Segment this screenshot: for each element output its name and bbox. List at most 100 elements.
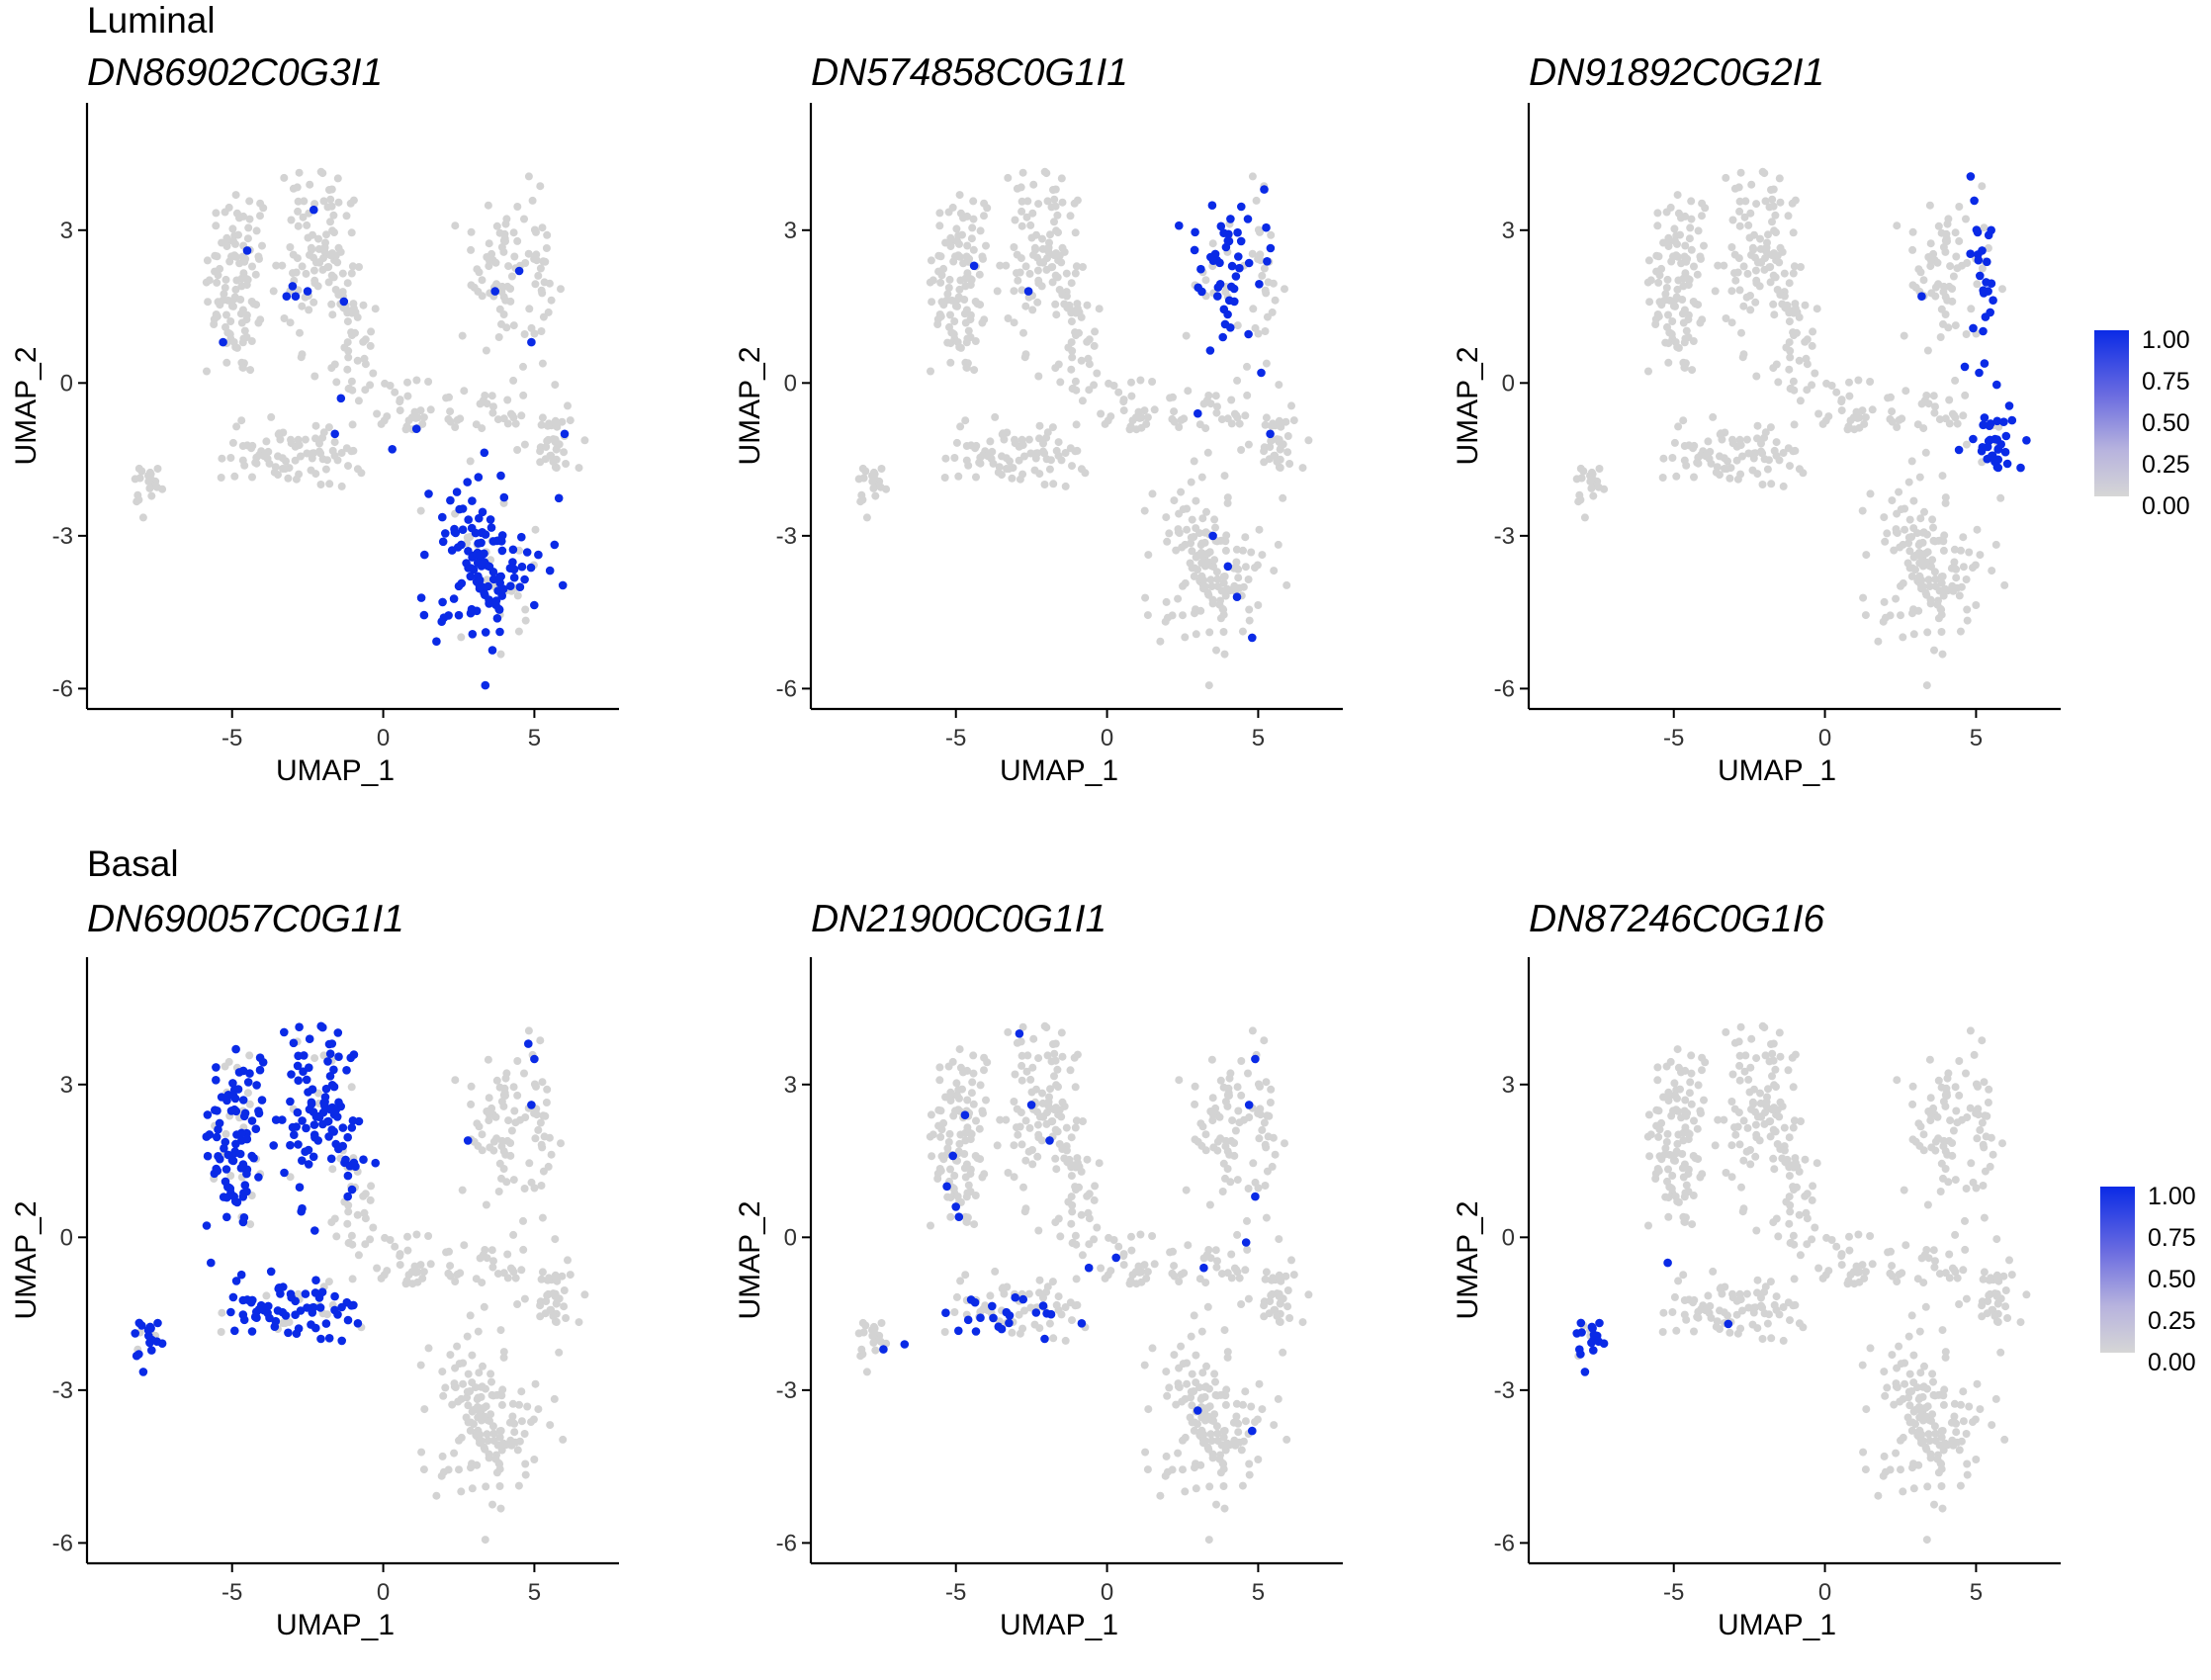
cell-point [1179, 1360, 1188, 1369]
cell-point-high [348, 1116, 358, 1125]
cell-point [1753, 1288, 1761, 1297]
cell-point [517, 1387, 526, 1396]
cell-point [537, 1275, 546, 1283]
cell-point [1274, 540, 1282, 549]
cell-point [267, 412, 276, 421]
cell-point-high [343, 1315, 353, 1325]
cell-point [1190, 1311, 1198, 1320]
cell-point [1127, 1232, 1135, 1241]
cell-point [1943, 1074, 1952, 1083]
cell-point [1210, 515, 1219, 524]
cell-point [1940, 1385, 1949, 1394]
cell-point [1156, 637, 1165, 646]
cell-point [481, 1246, 489, 1254]
cell-point [411, 1268, 420, 1277]
cell-point [510, 1419, 519, 1428]
cell-point [1589, 491, 1598, 500]
cell-point [503, 1250, 512, 1259]
cell-point [1918, 538, 1927, 547]
cell-point [1208, 599, 1217, 608]
cell-point [1934, 1076, 1943, 1085]
cell-point [1178, 543, 1187, 552]
cell-point [1962, 1069, 1970, 1078]
cell-point [1753, 1112, 1762, 1121]
cell-point [489, 402, 497, 411]
cell-point [1904, 1332, 1913, 1341]
cell-point [1241, 533, 1250, 542]
cell-point [1227, 396, 1236, 404]
cell-point [1263, 312, 1272, 321]
cell-point [941, 238, 950, 247]
cell-point [566, 1271, 575, 1280]
cell-point [1269, 1274, 1278, 1282]
cell-point [1260, 1118, 1269, 1127]
cell-point [1978, 1118, 1987, 1127]
cell-point [1888, 407, 1897, 416]
cell-point [1162, 513, 1171, 522]
cell-point [1955, 1057, 1964, 1065]
cell-point [564, 401, 572, 410]
cell-point [1644, 367, 1652, 376]
y-axis-title: UMAP_2 [734, 1200, 766, 1319]
cell-point [1126, 422, 1135, 431]
cell-point [1645, 1152, 1654, 1161]
cell-point-high [302, 1075, 311, 1085]
cell-point [1196, 1119, 1205, 1128]
cell-point [504, 1116, 513, 1125]
cell-point [234, 230, 242, 239]
cell-point [1738, 1306, 1746, 1315]
cell-point [1048, 423, 1057, 432]
cell-point [1260, 1312, 1269, 1321]
cell-point [1808, 341, 1816, 350]
cell-point [1951, 228, 1960, 237]
cell-point [1187, 533, 1195, 542]
cell-point [1233, 321, 1242, 330]
cell-point [871, 1346, 880, 1355]
x-axis-title: UMAP_1 [1718, 754, 1836, 787]
cell-point-high [1026, 1101, 1036, 1109]
cell-point [1200, 1392, 1209, 1401]
cell-point [1950, 1399, 1959, 1408]
cell-point [1050, 218, 1058, 226]
cell-point [1852, 407, 1861, 416]
cell-point [998, 1284, 1007, 1293]
cell-point [1827, 1236, 1836, 1244]
y-tick-label: -6 [1494, 1530, 1515, 1556]
cell-point [319, 428, 328, 437]
cell-point [542, 1297, 551, 1305]
cell-point [525, 305, 534, 313]
cell-point [1166, 394, 1175, 402]
cell-point [354, 1251, 363, 1260]
cell-point [1899, 1433, 1907, 1442]
cell-point [1924, 399, 1933, 408]
cell-point [416, 506, 425, 515]
cell-point [1751, 266, 1760, 275]
cell-point [147, 491, 156, 500]
cell-point [369, 1223, 378, 1232]
cell-point [1234, 574, 1243, 582]
cell-point [1035, 1276, 1044, 1284]
cell-point [1187, 1387, 1195, 1396]
cell-point [1669, 1156, 1678, 1165]
cell-point [1736, 1022, 1745, 1031]
cell-point [1671, 338, 1680, 346]
cell-point [1714, 261, 1723, 270]
cell-point [1223, 1102, 1232, 1110]
cell-point [1861, 1268, 1870, 1277]
cell-point [862, 1368, 871, 1376]
cell-point-high [309, 1152, 318, 1162]
cell-point [495, 1464, 504, 1473]
cell-point-high [298, 1156, 307, 1165]
x-tick-label: 5 [1970, 1579, 1983, 1606]
cell-point [1972, 601, 1981, 609]
cell-point [1017, 1140, 1026, 1149]
cell-point [1188, 1370, 1196, 1378]
cell-point [1191, 1418, 1199, 1427]
cell-point-high [280, 1168, 289, 1178]
cell-point [950, 1308, 959, 1316]
cell-point [1740, 1067, 1749, 1076]
cell-point [530, 1456, 539, 1463]
cell-point [1773, 1105, 1782, 1114]
cell-point-high [239, 1213, 249, 1222]
cell-point [1929, 1246, 1938, 1255]
